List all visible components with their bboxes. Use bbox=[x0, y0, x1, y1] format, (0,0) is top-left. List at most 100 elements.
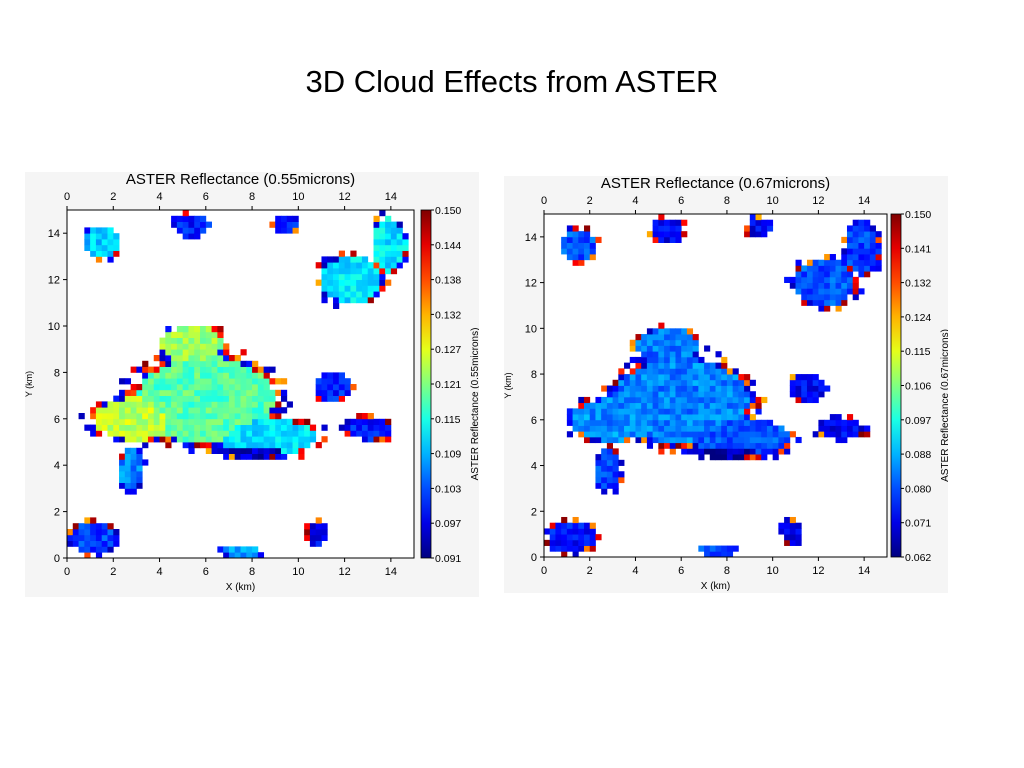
heatmap-cell bbox=[130, 436, 137, 443]
heatmap-cell bbox=[263, 378, 270, 385]
heatmap-cell bbox=[269, 395, 276, 402]
heatmap-cell bbox=[675, 442, 682, 449]
heatmap-cell bbox=[119, 453, 126, 460]
heatmap-cell bbox=[286, 442, 293, 449]
heatmap-cell bbox=[744, 379, 751, 386]
heatmap-cell bbox=[544, 528, 551, 535]
heatmap-cell bbox=[176, 360, 184, 367]
heatmap-cell bbox=[858, 231, 865, 238]
heatmap-cell bbox=[217, 401, 224, 408]
heatmap-cell bbox=[664, 414, 671, 421]
heatmap-cell bbox=[818, 276, 825, 283]
heatmap-cell bbox=[578, 522, 585, 529]
heatmap-cell bbox=[806, 379, 814, 386]
heatmap-cell bbox=[646, 425, 654, 432]
heatmap-cell bbox=[176, 343, 184, 350]
heatmap-cell bbox=[681, 356, 688, 364]
heatmap-cell bbox=[675, 379, 682, 386]
heatmap-cell bbox=[669, 379, 676, 386]
heatmap-cell bbox=[744, 442, 751, 449]
heatmap-cell bbox=[171, 366, 178, 373]
heatmap-cell bbox=[200, 389, 207, 396]
heatmap-cell bbox=[257, 453, 265, 460]
heatmap-cell bbox=[818, 288, 825, 295]
heatmap-cell bbox=[869, 265, 876, 272]
heatmap-cell bbox=[829, 271, 836, 278]
heatmap-cell bbox=[664, 402, 671, 409]
heatmap-cell bbox=[812, 299, 819, 306]
x-tick-label: 0 bbox=[541, 565, 547, 577]
heatmap-cell bbox=[390, 221, 398, 228]
heatmap-cell bbox=[749, 219, 756, 226]
heatmap-cell bbox=[755, 419, 762, 426]
heatmap-cell bbox=[555, 528, 562, 535]
heatmap-cell bbox=[304, 418, 311, 425]
heatmap-cell bbox=[692, 442, 699, 449]
heatmap-cell bbox=[704, 362, 711, 369]
heatmap-cell bbox=[252, 552, 259, 559]
heatmap-cell bbox=[171, 407, 178, 414]
heatmap-cell bbox=[589, 254, 596, 261]
heatmap-cell bbox=[246, 372, 253, 379]
heatmap-cell bbox=[165, 349, 172, 356]
heatmap-cell bbox=[211, 401, 218, 408]
heatmap-cell bbox=[715, 454, 722, 461]
heatmap-cell bbox=[589, 408, 596, 415]
heatmap-cell bbox=[641, 351, 648, 358]
heatmap-cell bbox=[252, 447, 259, 454]
heatmap-cell bbox=[789, 431, 796, 438]
heatmap-cell bbox=[584, 528, 591, 535]
heatmap-cell bbox=[176, 372, 184, 379]
heatmap-cell bbox=[205, 326, 212, 333]
heatmap-cell bbox=[686, 414, 694, 421]
heatmap-cell bbox=[709, 362, 716, 369]
heatmap-cell bbox=[165, 378, 172, 385]
heatmap-cell bbox=[858, 271, 865, 278]
heatmap-cell bbox=[669, 225, 676, 232]
x-tick-label-top: 0 bbox=[541, 195, 547, 207]
y-tick-label: 4 bbox=[54, 460, 60, 472]
heatmap-cell bbox=[171, 424, 178, 431]
heatmap-cell bbox=[669, 396, 676, 404]
heatmap-cell bbox=[257, 418, 265, 425]
heatmap-cell bbox=[749, 231, 756, 238]
heatmap-cell bbox=[778, 436, 785, 444]
heatmap-cell bbox=[373, 268, 380, 275]
heatmap-cell bbox=[171, 331, 178, 338]
heatmap-cell bbox=[205, 331, 212, 338]
heatmap-cell bbox=[188, 384, 195, 391]
heatmap-cell bbox=[367, 418, 374, 425]
heatmap-cell bbox=[846, 248, 854, 255]
heatmap-cell bbox=[338, 389, 345, 396]
heatmap-cell bbox=[338, 384, 345, 391]
heatmap-cell bbox=[107, 401, 114, 408]
heatmap-cell bbox=[726, 419, 734, 426]
heatmap-cell bbox=[338, 378, 345, 385]
heatmap-cell bbox=[385, 250, 392, 257]
heatmap-cell bbox=[78, 523, 85, 530]
heatmap-cell bbox=[286, 447, 293, 454]
heatmap-cell bbox=[379, 221, 386, 228]
heatmap-cell bbox=[217, 546, 224, 553]
heatmap-cell bbox=[601, 425, 608, 432]
heatmap-cell bbox=[240, 424, 247, 431]
heatmap-cell bbox=[321, 285, 328, 292]
heatmap-cell bbox=[578, 528, 585, 535]
heatmap-cell bbox=[95, 244, 103, 251]
heatmap-cell bbox=[715, 402, 722, 409]
heatmap-cell bbox=[280, 407, 288, 414]
heatmap-cell bbox=[228, 546, 236, 553]
heatmap-cell bbox=[664, 334, 671, 341]
heatmap-cell bbox=[778, 528, 785, 535]
heatmap-cell bbox=[124, 453, 132, 460]
heatmap-cell bbox=[606, 391, 613, 398]
heatmap-cell bbox=[182, 407, 189, 414]
heatmap-cell bbox=[402, 239, 409, 246]
heatmap-cell bbox=[675, 356, 682, 364]
heatmap-cell bbox=[182, 355, 189, 362]
heatmap-cell bbox=[327, 372, 334, 379]
heatmap-cell bbox=[572, 534, 579, 541]
heatmap-cell bbox=[806, 276, 814, 283]
heatmap-cell bbox=[344, 384, 351, 391]
heatmap-cell bbox=[361, 256, 369, 263]
